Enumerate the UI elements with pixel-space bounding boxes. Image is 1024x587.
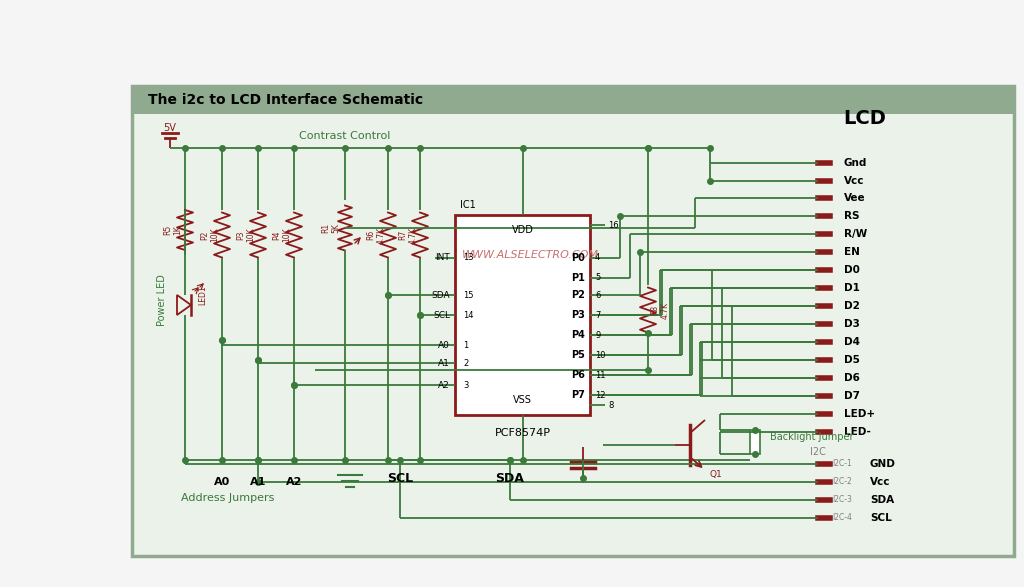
Text: 11: 11 bbox=[595, 370, 605, 380]
Text: LCD: LCD bbox=[844, 109, 887, 127]
Text: P3
10K: P3 10K bbox=[237, 228, 256, 242]
Text: The i2c to LCD Interface Schematic: The i2c to LCD Interface Schematic bbox=[148, 93, 423, 107]
Text: 14: 14 bbox=[463, 311, 473, 319]
Text: Vee: Vee bbox=[844, 193, 865, 203]
Text: D4: D4 bbox=[844, 337, 860, 347]
Text: D3: D3 bbox=[844, 319, 860, 329]
Text: VDD: VDD bbox=[512, 225, 534, 235]
Text: SDA: SDA bbox=[431, 291, 450, 299]
Text: INT: INT bbox=[435, 254, 450, 262]
Text: Q1: Q1 bbox=[710, 471, 723, 480]
Text: 16: 16 bbox=[608, 221, 618, 230]
Text: RS: RS bbox=[844, 211, 859, 221]
Text: LED-: LED- bbox=[844, 427, 870, 437]
Text: SCL: SCL bbox=[870, 513, 892, 523]
Text: 15: 15 bbox=[463, 291, 473, 299]
Text: P2
10K: P2 10K bbox=[201, 228, 220, 242]
Bar bbox=[750, 430, 760, 454]
Text: 3: 3 bbox=[463, 380, 468, 390]
Text: D0: D0 bbox=[844, 265, 860, 275]
Text: R1
5K: R1 5K bbox=[322, 223, 341, 233]
Text: VSS: VSS bbox=[513, 395, 531, 405]
Bar bbox=[132, 86, 1014, 114]
Bar bbox=[455, 215, 590, 415]
Text: Address Jumpers: Address Jumpers bbox=[181, 493, 274, 503]
Text: LED1: LED1 bbox=[199, 285, 208, 305]
Text: 5: 5 bbox=[595, 274, 600, 282]
Text: P3: P3 bbox=[571, 310, 585, 320]
Text: 5V: 5V bbox=[164, 123, 176, 133]
Text: A2: A2 bbox=[438, 380, 450, 390]
Text: I2C: I2C bbox=[810, 447, 826, 457]
Text: P4
10K: P4 10K bbox=[272, 228, 292, 242]
Text: R5
1K: R5 1K bbox=[163, 225, 182, 235]
Text: SDA: SDA bbox=[496, 471, 524, 484]
Text: A2: A2 bbox=[286, 477, 302, 487]
Text: 13: 13 bbox=[463, 254, 474, 262]
Text: GND: GND bbox=[870, 459, 896, 469]
Text: 10: 10 bbox=[595, 350, 605, 359]
Text: D5: D5 bbox=[844, 355, 860, 365]
Text: 4: 4 bbox=[595, 254, 600, 262]
Text: 7: 7 bbox=[595, 311, 600, 319]
Text: 6: 6 bbox=[595, 291, 600, 299]
Text: D2: D2 bbox=[844, 301, 860, 311]
Text: P0: P0 bbox=[571, 253, 585, 263]
Text: Gnd: Gnd bbox=[844, 158, 867, 168]
Text: P1: P1 bbox=[571, 273, 585, 283]
Text: R7
4.7K: R7 4.7K bbox=[398, 227, 418, 244]
Text: PCF8574P: PCF8574P bbox=[495, 428, 551, 438]
Text: Vcc: Vcc bbox=[844, 176, 864, 186]
Text: A1: A1 bbox=[438, 359, 450, 367]
Text: 2: 2 bbox=[463, 359, 468, 367]
Text: LED+: LED+ bbox=[844, 409, 876, 419]
Text: D1: D1 bbox=[844, 283, 860, 293]
Text: Backlight Jumper: Backlight Jumper bbox=[770, 432, 853, 442]
Text: I2C-1: I2C-1 bbox=[831, 460, 852, 468]
Text: WWW.ALSELECTRO.COM: WWW.ALSELECTRO.COM bbox=[462, 250, 598, 260]
Text: A0: A0 bbox=[438, 340, 450, 349]
Text: P2: P2 bbox=[571, 290, 585, 300]
Text: EN: EN bbox=[844, 247, 860, 257]
Text: Vcc: Vcc bbox=[870, 477, 891, 487]
Text: P4: P4 bbox=[571, 330, 585, 340]
Text: Contrast Control: Contrast Control bbox=[299, 131, 391, 141]
Text: 12: 12 bbox=[595, 390, 605, 400]
FancyBboxPatch shape bbox=[132, 86, 1014, 556]
Text: SCL: SCL bbox=[433, 311, 450, 319]
Text: SCL: SCL bbox=[387, 471, 413, 484]
Text: SDA: SDA bbox=[870, 495, 894, 505]
Text: D7: D7 bbox=[844, 391, 860, 401]
Text: IC1: IC1 bbox=[460, 200, 476, 210]
Text: I2C-4: I2C-4 bbox=[831, 514, 852, 522]
Text: 8: 8 bbox=[608, 400, 613, 410]
Text: A0: A0 bbox=[214, 477, 230, 487]
Text: P6: P6 bbox=[571, 370, 585, 380]
Text: 9: 9 bbox=[595, 330, 600, 339]
Text: P5: P5 bbox=[571, 350, 585, 360]
Text: 1: 1 bbox=[463, 340, 468, 349]
Text: A1: A1 bbox=[250, 477, 266, 487]
Text: R6
4.7K: R6 4.7K bbox=[367, 227, 386, 244]
Text: R8
4.7K: R8 4.7K bbox=[650, 302, 670, 319]
Text: D6: D6 bbox=[844, 373, 860, 383]
Text: I2C-2: I2C-2 bbox=[831, 477, 852, 487]
Text: R/W: R/W bbox=[844, 229, 867, 239]
Text: Power LED: Power LED bbox=[157, 274, 167, 326]
Text: I2C-3: I2C-3 bbox=[831, 495, 852, 504]
Text: P7: P7 bbox=[571, 390, 585, 400]
